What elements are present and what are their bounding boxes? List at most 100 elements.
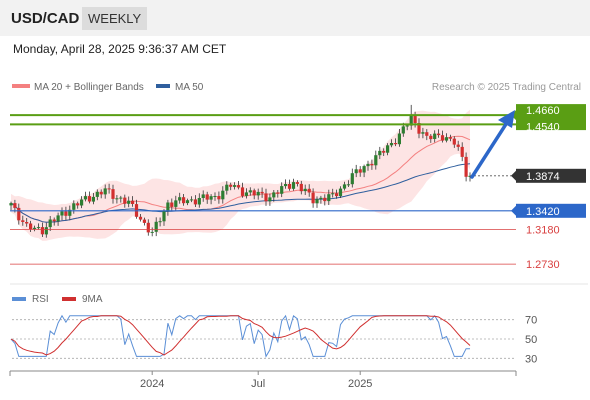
candle-body [150, 231, 154, 233]
candle-body [119, 197, 123, 199]
candle-body [327, 194, 331, 202]
candle-body [233, 185, 237, 187]
candle-body [17, 207, 21, 221]
candle-body [189, 199, 194, 201]
candle-body [154, 221, 158, 232]
rsi-lines [10, 314, 471, 358]
candle-body [142, 219, 146, 223]
candle-body [350, 173, 354, 185]
candle-body [221, 190, 225, 200]
candle-body [174, 200, 178, 207]
candle-body [256, 191, 260, 196]
candle-body [252, 190, 256, 196]
candle-body [397, 133, 401, 145]
candle-body [291, 182, 296, 189]
candle-body [362, 166, 366, 173]
rsi-tick-label: 70 [525, 315, 537, 327]
candle-body [319, 197, 323, 200]
candle-body [99, 191, 103, 195]
candle-body [409, 115, 413, 126]
candle-body [166, 202, 170, 212]
ma50-legend-swatch [156, 84, 170, 88]
level-label: 1.2730 [526, 259, 560, 271]
candle-body [162, 211, 166, 222]
candle-body [40, 227, 44, 235]
candle-body [60, 211, 64, 216]
projection-arrow [470, 110, 515, 179]
candle-body [87, 196, 92, 202]
candle-body [178, 197, 182, 201]
candle-body [103, 188, 107, 195]
candle-body [131, 200, 135, 204]
x-tick-label: Jul [251, 378, 265, 390]
candle-body [468, 175, 472, 177]
rsi-ma-legend-swatch [62, 297, 76, 301]
candle-body [272, 192, 276, 198]
x-tick-label: 2024 [140, 378, 164, 390]
candle-body [95, 191, 99, 197]
candle-body [464, 156, 468, 177]
candle-body [115, 198, 119, 200]
candle-body [240, 187, 245, 196]
candle-body [354, 169, 358, 174]
candle-body [127, 200, 131, 204]
candle-body [244, 192, 248, 196]
candle-body [280, 186, 284, 194]
rsi-tick-label: 30 [525, 353, 537, 365]
candle-body [170, 202, 174, 207]
level-label: 1.3180 [526, 224, 560, 236]
candle-body [80, 199, 84, 206]
candle-body [182, 197, 186, 204]
candle-body [378, 150, 382, 156]
candle-body [225, 184, 229, 191]
candle-body [366, 163, 370, 167]
candle-body [444, 137, 449, 141]
candle-body [342, 184, 347, 189]
candle-body [433, 133, 437, 139]
x-axis-ticks: 2024 Jul 2025 [140, 371, 372, 390]
candle-body [52, 219, 56, 222]
rsi-legend-swatch [12, 297, 26, 301]
candle-body [425, 132, 429, 136]
candle-body [13, 203, 17, 208]
candle-body [370, 163, 374, 166]
candle-body [29, 223, 33, 230]
candle-body [456, 144, 460, 147]
candle-body [248, 190, 252, 193]
copyright-text: Research © 2025 Trading Central [432, 82, 581, 93]
candle-body [193, 199, 197, 205]
candle-body [358, 169, 362, 173]
candle-body [201, 194, 205, 198]
candle-body [315, 199, 319, 204]
candle-body [268, 197, 272, 202]
level-label: 1.3420 [526, 206, 560, 218]
level-tag-current [516, 168, 586, 183]
candle-body [335, 193, 339, 197]
candle-body [123, 197, 127, 204]
moving-averages [10, 135, 471, 223]
candle-body [460, 146, 464, 157]
candle-body [44, 227, 48, 235]
candle-body [260, 191, 264, 194]
candle-body [264, 193, 268, 202]
candle-body [382, 150, 386, 153]
timeframe-button[interactable]: WEEKLY [82, 7, 148, 30]
candle-body [9, 203, 13, 206]
candle-body [76, 203, 80, 206]
currency-pair-title: USD/CAD [11, 10, 80, 27]
candle-body [205, 194, 209, 200]
candle-body [452, 138, 456, 145]
x-tick-label: 2025 [348, 378, 372, 390]
candle-body [21, 220, 25, 222]
candle-body [276, 192, 280, 194]
rsi-ma-line [10, 315, 471, 356]
level-label: 1.4660 [526, 105, 560, 117]
candle-body [56, 215, 60, 222]
bollinger-band-fill [11, 109, 470, 241]
level-tag-support [516, 203, 586, 218]
level-tag-pointer [511, 205, 516, 216]
candle-body [72, 203, 76, 210]
rsi-ma-legend-label: 9MA [82, 294, 103, 305]
candle-body [405, 125, 409, 127]
